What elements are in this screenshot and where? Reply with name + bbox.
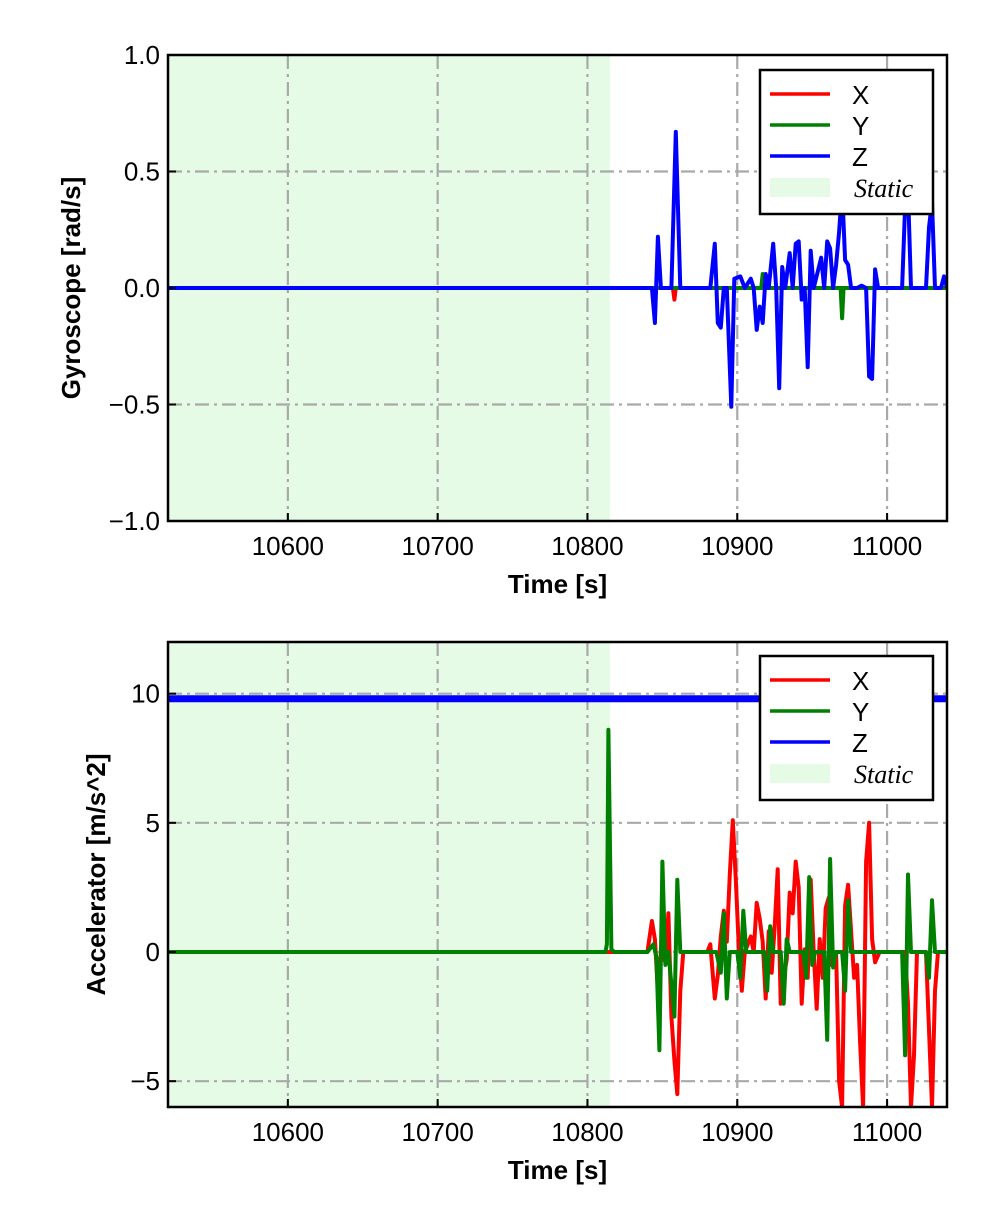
x-tick-label: 10900 (701, 531, 773, 561)
axes-frame (166, 640, 949, 1109)
y-tick-label: −5 (130, 1066, 160, 1096)
y-tick-label: 10 (131, 679, 160, 709)
x-axis-title: Time [s] (508, 1155, 607, 1185)
x-tick-label: 10900 (701, 1117, 773, 1147)
x-tick-label: 10600 (252, 1117, 324, 1147)
y-axis-title: Gyroscope [rad/s] (56, 177, 86, 400)
y-tick-label: 0.5 (124, 157, 160, 187)
legend-label-static: Static (854, 174, 914, 203)
gyroscope-panel: 10600 10700 10800 10900 11000 −1.0 −0.5 0.0 0.5 1… (56, 40, 949, 599)
x-tick-label: 10700 (401, 531, 473, 561)
legend-swatch-static (770, 178, 830, 197)
static-region (168, 642, 610, 1107)
legend-label-x: X (852, 80, 869, 110)
x-axis-title: Time [s] (508, 569, 607, 599)
legend-label-y: Y (852, 111, 869, 141)
series-group (168, 129, 947, 409)
legend-label-y: Y (852, 697, 869, 727)
legend-swatch-static (770, 764, 830, 783)
x-tick-label: 11000 (852, 1117, 922, 1147)
y-tick-label: 0 (146, 937, 160, 967)
series-line-y (168, 727, 947, 1058)
x-tick-label: 10800 (551, 531, 623, 561)
legend-label-static: Static (854, 760, 914, 789)
y-tick-label: −1.0 (109, 506, 160, 536)
x-tick-label: 10600 (252, 531, 324, 561)
y-tick-label: −0.5 (109, 390, 160, 420)
y-tick-label: 0.0 (124, 273, 160, 303)
legend-label-z: Z (852, 728, 868, 758)
series-line-z (168, 129, 947, 409)
accelerator-panel: 10600 10700 10800 10900 11000 −5 0 5 10 Time [s] A… (81, 640, 949, 1185)
x-tick-label: 10700 (401, 1117, 473, 1147)
x-tick-label: 10800 (551, 1117, 623, 1147)
y-axis-title: Accelerator [m/s^2] (81, 753, 111, 995)
legend-label-x: X (852, 666, 869, 696)
y-tick-label: 1.0 (124, 40, 160, 70)
y-tick-label: 5 (146, 808, 160, 838)
x-tick-label: 11000 (852, 531, 922, 561)
legend-label-z: Z (852, 142, 868, 172)
